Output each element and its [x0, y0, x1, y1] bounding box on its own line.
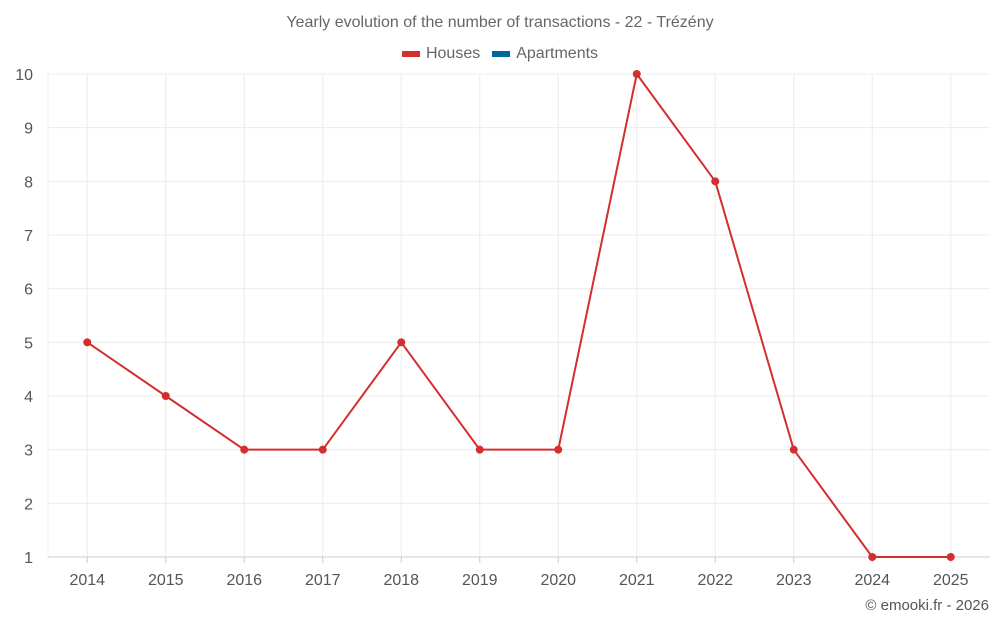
- y-tick-label: 3: [24, 443, 33, 460]
- x-tick-label: 2016: [226, 572, 262, 589]
- data-point[interactable]: [318, 445, 327, 454]
- data-point[interactable]: [475, 445, 484, 454]
- data-point[interactable]: [789, 445, 798, 454]
- legend-label-houses: Houses: [425, 45, 481, 62]
- legend-label-apartments: Apartments: [516, 45, 599, 62]
- x-tick-label: 2020: [540, 572, 576, 589]
- chart-title: Yearly evolution of the number of transa…: [286, 14, 714, 31]
- legend-item-apartments[interactable]: Apartments: [492, 45, 598, 63]
- x-tick-label: 2023: [776, 572, 812, 589]
- x-tick-label: 2025: [933, 572, 969, 589]
- data-point[interactable]: [946, 553, 955, 561]
- grid: [47, 73, 990, 558]
- series-line-houses: [86, 73, 951, 558]
- y-tick-label: 6: [24, 282, 33, 299]
- y-tick-label: 9: [24, 121, 33, 138]
- y-tick-label: 10: [15, 67, 33, 84]
- x-tick-label: 2024: [854, 572, 890, 589]
- x-tick-label: 2017: [305, 572, 341, 589]
- y-tick-label: 5: [24, 335, 33, 352]
- y-axis: 1 2 3 4 5 6 7 8 9 10: [15, 67, 33, 567]
- y-tick-label: 2: [24, 496, 33, 513]
- data-point[interactable]: [868, 553, 877, 561]
- plot-area: [83, 70, 955, 561]
- x-tick-label: 2014: [69, 572, 105, 589]
- legend-swatch-houses: [401, 51, 420, 57]
- data-point[interactable]: [161, 392, 170, 400]
- data-point[interactable]: [240, 445, 249, 454]
- x-tick-label: 2022: [697, 572, 733, 589]
- x-tick-label: 2021: [619, 572, 655, 589]
- data-point[interactable]: [397, 338, 406, 347]
- chart-legend: Houses Apartments: [0, 45, 1000, 63]
- data-point[interactable]: [632, 70, 641, 78]
- y-tick-label: 8: [24, 174, 33, 191]
- y-tick-label: 7: [24, 228, 33, 245]
- x-tick-label: 2015: [148, 572, 184, 589]
- data-point[interactable]: [554, 445, 563, 454]
- data-point[interactable]: [711, 177, 720, 186]
- x-axis: 2014 2015 2016 2017 2018 2019 2020 2021 2022 2023…: [48, 556, 990, 589]
- x-tick-label: 2019: [462, 572, 498, 589]
- y-tick-label: 4: [24, 389, 33, 406]
- credit-text: © emooki.fr - 2026: [865, 597, 989, 614]
- legend-item-houses[interactable]: Houses: [401, 45, 481, 63]
- y-tick-label: 1: [24, 550, 33, 567]
- x-tick-label: 2018: [383, 572, 419, 589]
- data-point[interactable]: [83, 338, 92, 347]
- legend-swatch-apartments: [492, 51, 511, 57]
